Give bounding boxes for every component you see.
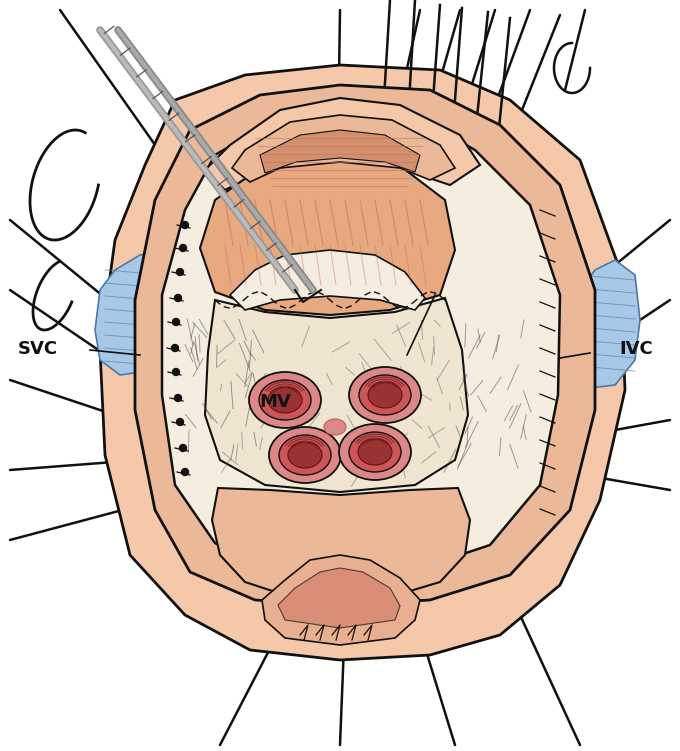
Ellipse shape (339, 424, 411, 480)
Circle shape (180, 445, 186, 451)
Circle shape (175, 294, 182, 301)
Polygon shape (262, 555, 420, 645)
Ellipse shape (259, 380, 311, 420)
Polygon shape (162, 112, 560, 573)
Circle shape (182, 469, 188, 475)
Circle shape (173, 318, 180, 325)
Ellipse shape (279, 435, 331, 475)
Ellipse shape (249, 372, 321, 428)
Ellipse shape (324, 419, 346, 435)
Text: SVC: SVC (17, 340, 58, 358)
Polygon shape (205, 98, 480, 190)
Ellipse shape (269, 427, 341, 483)
Polygon shape (260, 130, 420, 173)
Polygon shape (232, 115, 455, 182)
Polygon shape (572, 260, 640, 388)
Ellipse shape (359, 375, 411, 415)
Circle shape (171, 345, 178, 351)
Polygon shape (100, 65, 625, 660)
Polygon shape (212, 488, 470, 604)
Polygon shape (230, 250, 425, 310)
Polygon shape (135, 85, 595, 605)
Circle shape (175, 394, 182, 402)
Ellipse shape (349, 367, 421, 423)
Circle shape (177, 269, 184, 276)
Text: MV: MV (260, 393, 291, 411)
Text: IVC: IVC (619, 340, 653, 358)
Ellipse shape (368, 382, 402, 408)
Polygon shape (278, 568, 400, 628)
Polygon shape (95, 250, 185, 375)
Polygon shape (200, 158, 455, 315)
Polygon shape (205, 298, 468, 492)
Ellipse shape (358, 439, 392, 465)
Ellipse shape (268, 387, 302, 413)
Ellipse shape (349, 432, 401, 472)
Circle shape (180, 245, 186, 252)
Circle shape (182, 222, 188, 228)
Circle shape (177, 418, 184, 426)
Circle shape (173, 369, 180, 376)
Ellipse shape (288, 442, 322, 468)
